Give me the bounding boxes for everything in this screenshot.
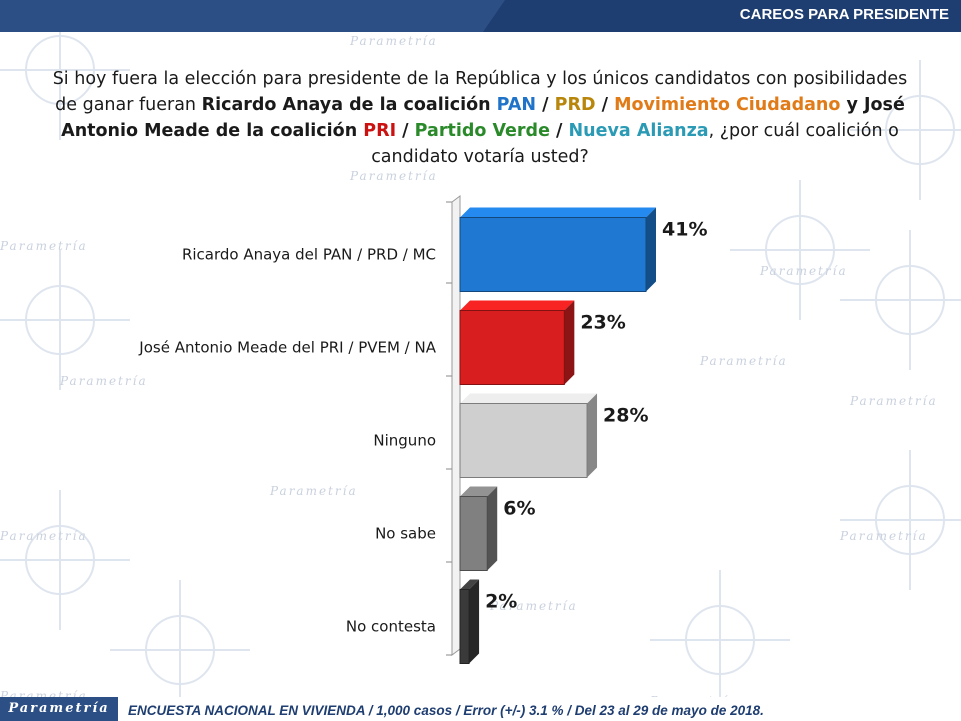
value-label: 2% xyxy=(485,591,517,613)
bar-side-face xyxy=(646,207,656,292)
bar-top-face xyxy=(460,207,656,218)
bar-top-face xyxy=(460,393,598,404)
party-na: Nueva Alianza xyxy=(568,121,709,141)
bg-watermark: Parametría xyxy=(849,394,938,408)
bar-side-face xyxy=(487,486,498,571)
bar-top-face xyxy=(460,579,480,590)
bg-watermark: Parametría xyxy=(699,354,788,368)
question-text: Si hoy fuera la elección para presidente… xyxy=(40,66,920,170)
category-label: José Antonio Meade del PRI / PVEM / NA xyxy=(138,339,436,357)
bar xyxy=(459,589,470,664)
bg-watermark: Parametría xyxy=(349,34,438,48)
header-tab xyxy=(483,0,961,32)
bg-watermark: Parametría xyxy=(0,239,88,253)
value-label: 28% xyxy=(603,405,648,427)
bg-watermark: Parametría xyxy=(269,484,358,498)
category-label: No contesta xyxy=(346,618,436,636)
bar-side-face xyxy=(587,393,598,478)
question-part: , ¿por cuál coalición o candidato votarí… xyxy=(371,121,899,167)
bg-watermark: Parametría xyxy=(489,599,578,613)
question-sep: / xyxy=(396,121,415,141)
footer: Parametría ENCUESTA NACIONAL EN VIVIENDA… xyxy=(0,697,961,721)
bar-side-face xyxy=(564,300,575,385)
party-mc: Movimiento Ciudadano xyxy=(614,95,841,115)
bar xyxy=(459,496,488,571)
bg-watermark: Parametría xyxy=(759,264,848,278)
bg-watermark: Parametría xyxy=(59,374,148,388)
bg-watermark: Parametría xyxy=(0,529,88,543)
bar xyxy=(459,217,647,292)
axis-wall xyxy=(451,195,461,656)
category-label: Ninguno xyxy=(373,432,436,450)
bar-top-face xyxy=(460,486,498,497)
value-label: 41% xyxy=(662,219,707,241)
value-label: 23% xyxy=(580,312,625,334)
party-prd: PRD xyxy=(554,95,596,115)
question-sep: / xyxy=(595,95,615,115)
question-sep: / xyxy=(549,121,569,141)
value-label: 6% xyxy=(503,498,535,520)
bar xyxy=(459,310,565,385)
category-label: No sabe xyxy=(375,525,436,543)
bg-watermark: Parametría xyxy=(349,169,438,183)
party-pri: PRI xyxy=(363,121,397,141)
header-bar: CAREOS PARA PRESIDENTE xyxy=(0,0,961,32)
bar-side-face xyxy=(469,579,480,664)
header-title: CAREOS PARA PRESIDENTE xyxy=(739,6,949,23)
party-pv: Partido Verde xyxy=(414,121,550,141)
bar-top-face xyxy=(460,300,575,311)
category-label: Ricardo Anaya del PAN / PRD / MC xyxy=(182,246,436,264)
footer-note: ENCUESTA NACIONAL EN VIVIENDA / 1,000 ca… xyxy=(128,703,764,718)
footer-brand-logo: Parametría xyxy=(0,697,118,721)
bar xyxy=(459,403,588,478)
party-pan: PAN xyxy=(496,95,537,115)
bg-watermark: Parametría xyxy=(839,529,928,543)
question-part: Si hoy fuera la elección para presidente… xyxy=(52,69,908,115)
question-bold: Ricardo Anaya de la coalición xyxy=(201,95,497,115)
question-sep: / xyxy=(536,95,555,115)
question-bold: y José Antonio Meade de la coalición xyxy=(61,95,905,141)
